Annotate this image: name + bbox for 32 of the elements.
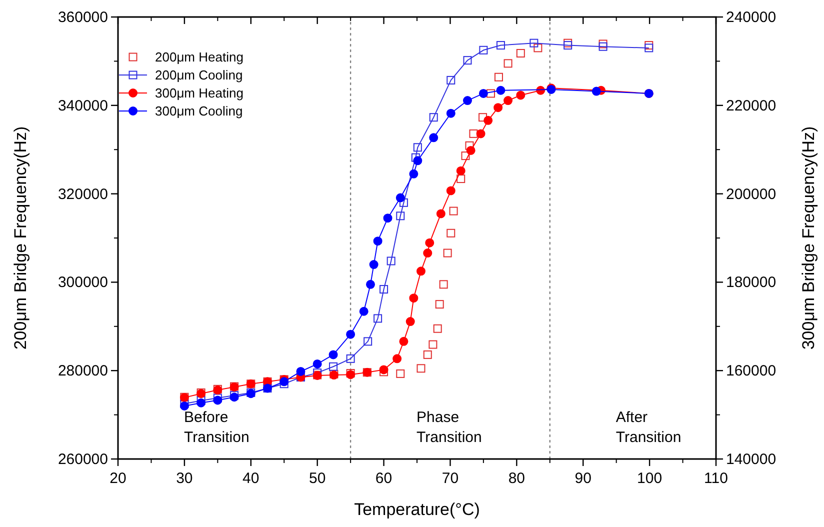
- x-tick-label: 100: [637, 470, 662, 487]
- y-tick-label: 300000: [58, 274, 108, 292]
- y-tick-label: 340000: [58, 97, 108, 114]
- legend-label: 200μm Cooling: [155, 68, 243, 82]
- x-tick-label: 20: [110, 470, 126, 487]
- y2-tick-label: 160000: [726, 362, 776, 380]
- annotation: Before Transition: [184, 409, 250, 446]
- y2-tick-label: 180000: [726, 274, 776, 292]
- x-tick-label: 60: [375, 470, 392, 487]
- x-axis-title: Temperature(°C): [354, 500, 480, 519]
- x-tick-label: 30: [176, 470, 193, 487]
- x-tick-label: 80: [508, 470, 526, 487]
- y2-tick-label: 240000: [726, 9, 776, 26]
- legend-label: 300μm Heating: [155, 86, 244, 100]
- x-tick-label: 70: [442, 470, 459, 487]
- y2-axis-title: 300μm Bridge Frequency(Hz): [799, 126, 818, 350]
- x-tick-label: 40: [242, 470, 260, 487]
- legend-label: 300μm Cooling: [155, 104, 243, 118]
- legend-label: 200μm Heating: [155, 50, 244, 64]
- annotation: After Transition: [616, 409, 682, 446]
- y-tick-label: 260000: [58, 451, 108, 468]
- x-tick-label: 110: [704, 470, 728, 487]
- y-tick-label: 280000: [58, 362, 108, 380]
- y-axis-title: 200μm Bridge Frequency(Hz): [11, 126, 30, 350]
- x-tick-label: 90: [574, 470, 592, 487]
- annotation: Phase Transition: [416, 409, 482, 446]
- y2-tick-label: 220000: [726, 97, 776, 114]
- y-tick-label: 320000: [58, 186, 108, 203]
- x-tick-label: 50: [308, 470, 326, 487]
- y-tick-label: 360000: [58, 9, 108, 26]
- y2-tick-label: 140000: [726, 451, 776, 468]
- y2-tick-label: 200000: [726, 186, 776, 203]
